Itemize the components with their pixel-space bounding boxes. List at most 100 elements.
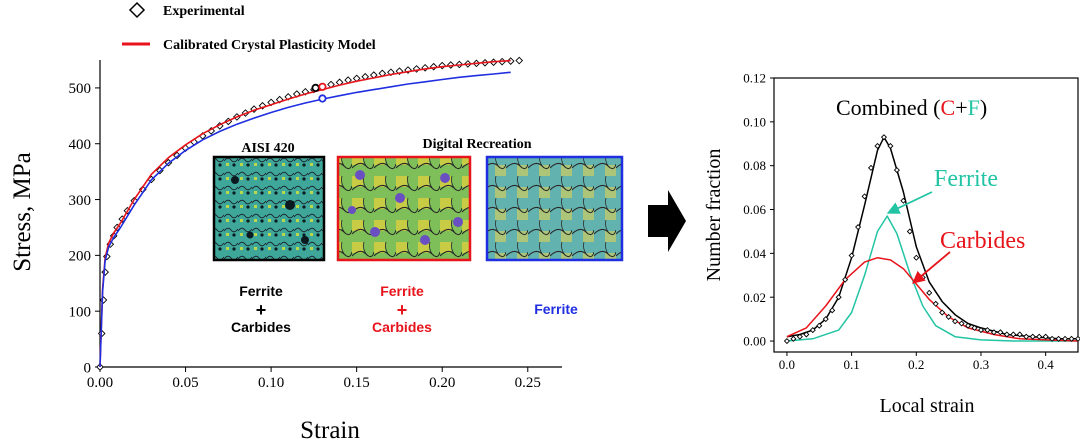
y-tick-label: 0.06 (743, 202, 766, 217)
y-tick-label: 0.08 (743, 158, 766, 173)
data-point (1010, 331, 1017, 338)
inset-panel-aisi (212, 155, 326, 262)
data-point (997, 329, 1004, 336)
data-point (958, 320, 965, 327)
inset-label-model-ferrite: Ferrite (534, 301, 578, 317)
data-point (250, 105, 258, 113)
data-point (990, 329, 997, 336)
highlight-point (318, 94, 327, 103)
legend: Experimental Calibrated Crystal Plastici… (122, 1, 376, 53)
axis-ticks: 0.0 0.1 0.2 0.3 0.4 0.00 0.02 0.04 0.06 0.08 0.10 0… (743, 71, 1054, 372)
data-point (926, 289, 933, 296)
data-point (829, 307, 836, 314)
x-tick-label: 0.3 (973, 357, 989, 372)
data-point (816, 322, 823, 329)
x-tick-label: 0.10 (258, 375, 284, 391)
inset-label-ferrite-carbides: Ferrite + Carbides (231, 283, 291, 335)
data-point (1029, 333, 1036, 340)
legend-label-model: Calibrated Crystal Plasticity Model (163, 38, 376, 53)
data-point (977, 327, 985, 334)
data-point (404, 66, 412, 74)
data-point (880, 134, 887, 141)
data-point (99, 296, 108, 304)
inset-label-bottom: Carbides (231, 319, 291, 335)
data-point (1068, 335, 1075, 342)
y-tick-label: 300 (69, 193, 92, 209)
y-tick-label: 200 (69, 249, 92, 265)
data-point (790, 335, 797, 342)
series-line-ferrite (786, 215, 1078, 342)
data-point (855, 224, 862, 231)
data-point (783, 338, 790, 345)
data-point (842, 276, 849, 283)
data-point (822, 316, 829, 323)
x-tick-label: 0.15 (344, 375, 370, 391)
data-point (874, 142, 881, 149)
stress-strain-chart: Experimental Calibrated Crystal Plastici… (9, 1, 624, 444)
y-tick-label: 0.10 (743, 114, 766, 129)
data-point (906, 228, 913, 235)
data-point (1023, 333, 1030, 340)
data-point (952, 318, 959, 325)
data-point (101, 268, 109, 276)
data-point (1049, 335, 1056, 342)
series-layer (96, 56, 524, 371)
data-point (796, 333, 803, 340)
x-tick-label: 0.0 (779, 357, 795, 372)
y-tick-label: 100 (69, 304, 92, 320)
y-tick-label: 0.12 (743, 71, 766, 86)
x-tick-label: 0.00 (87, 375, 113, 391)
microstructure-insets: AISI 420 Digital Recreation (212, 137, 624, 335)
inset-label-plus: + (256, 300, 267, 320)
highlight-point (318, 82, 327, 91)
inset-label-plus: + (397, 300, 408, 320)
inset-label-model-ferrite-carbides: Ferrite + Carbides (372, 283, 432, 335)
y-axis-label: Number fraction (703, 149, 725, 282)
data-point (515, 56, 524, 65)
series-layer (783, 134, 1080, 345)
series-line-unnamed-2 (99, 71, 511, 368)
data-point (1036, 333, 1043, 340)
x-tick-label: 0.05 (172, 375, 198, 391)
data-point (861, 193, 868, 200)
x-tick-label: 0.1 (843, 357, 859, 372)
annotation-ferrite-arrow (886, 191, 933, 214)
inset-title-digital: Digital Recreation (423, 137, 532, 152)
y-tick-label: 500 (69, 81, 92, 97)
data-point (275, 95, 284, 104)
data-point (1055, 335, 1062, 342)
y-tick-label: 0.02 (743, 290, 766, 305)
data-point (913, 254, 920, 261)
data-point (1003, 331, 1010, 338)
inset-panel-ferrite-carbides-model (336, 155, 472, 262)
x-tick-label: 0.20 (429, 375, 455, 391)
data-point (945, 313, 952, 320)
inset-title-aisi: AISI 420 (241, 141, 294, 156)
axis-ticks: 0.00 0.05 0.10 0.15 0.20 0.25 0 100 200 300 400 500 (69, 81, 541, 391)
data-point (971, 324, 978, 331)
x-axis-label: Local strain (880, 395, 975, 417)
series-line-carbides (786, 256, 1079, 342)
inset-panel-ferrite-model (485, 155, 624, 262)
data-point (215, 122, 224, 130)
inset-label-top: Ferrite (534, 301, 578, 317)
data-point (984, 327, 991, 334)
data-point (867, 164, 875, 171)
legend-label-experimental: Experimental (163, 4, 245, 19)
y-tick-label: 0 (84, 360, 92, 376)
data-point (965, 322, 972, 329)
y-tick-label: 400 (69, 137, 92, 153)
data-point (429, 62, 438, 71)
data-point (1042, 333, 1049, 340)
plot-frame (99, 60, 562, 368)
inset-label-top: Ferrite (380, 283, 424, 299)
inset-label-top: Ferrite (239, 283, 283, 299)
data-point (1016, 331, 1023, 338)
inset-label-bottom: Carbides (372, 319, 432, 335)
number-fraction-chart: 0.0 0.1 0.2 0.3 0.4 0.00 0.02 0.04 0.06 0.08 0.10 0… (703, 71, 1080, 417)
legend-marker-experimental (128, 1, 146, 19)
highlight-point (311, 83, 320, 93)
y-tick-label: 0.04 (743, 246, 766, 261)
y-tick-label: 0.00 (743, 334, 766, 349)
data-point (932, 300, 939, 307)
